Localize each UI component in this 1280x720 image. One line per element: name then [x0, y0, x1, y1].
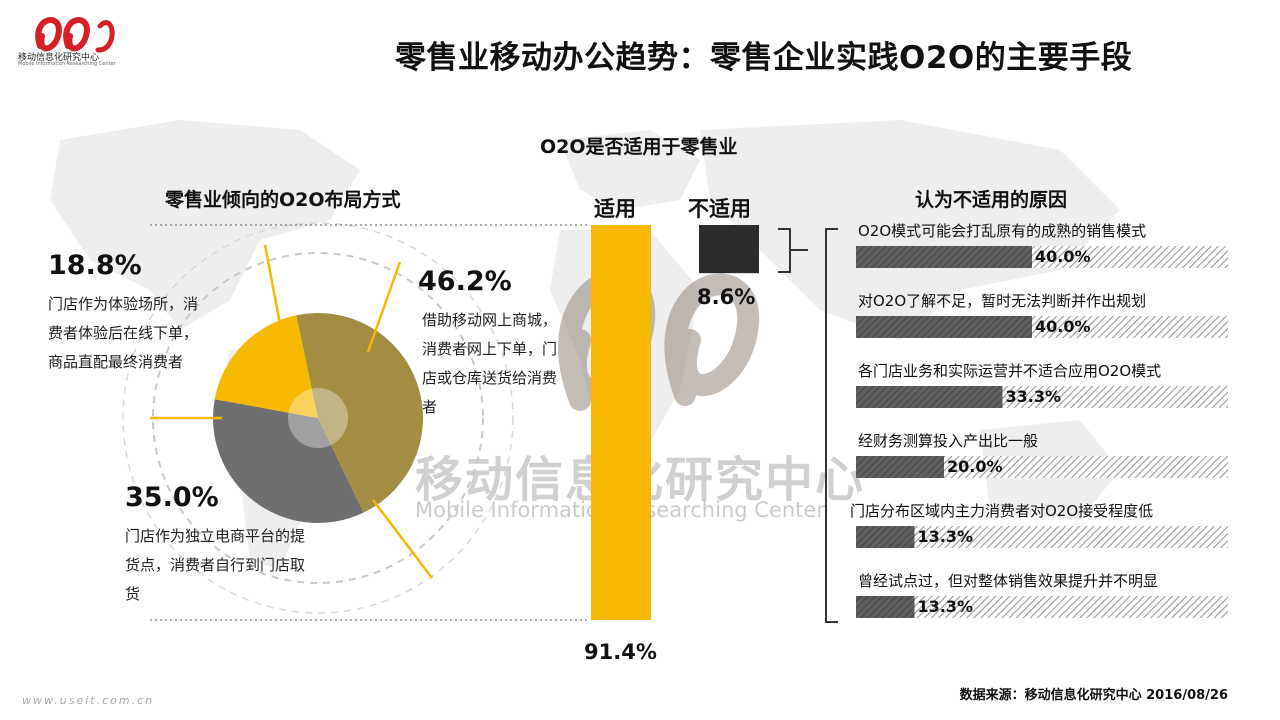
slice-desc-46: 借助移动网上商城，消费者网上下单，门店或仓库送货给消费者 [422, 311, 558, 416]
reason-value: 33.3% [1005, 387, 1062, 406]
bar-category-applicable: 适用 [594, 197, 636, 221]
reason-value: 40.0% [1035, 317, 1091, 336]
reason-label: 曾经试点过，但对整体销售效果提升并不明显 [858, 572, 1159, 590]
slice-desc-18: 门店作为体验场所，消费者体验后在线下单，商品直配最终消费者 [48, 295, 199, 371]
data-source: 数据来源：移动信息化研究中心 2016/08/26 [959, 688, 1228, 703]
slice-label-46: 46.2% [418, 266, 512, 297]
reason-label: 经财务测算投入产出比一般 [858, 432, 1039, 450]
slice-label-35: 35.0% [125, 482, 219, 513]
reason-label: 门店分布区域内主力消费者对O2O接受程度低 [850, 502, 1154, 520]
watermark-subtext: Mobile Information Researching Center [415, 498, 825, 522]
bar-chart-title: O2O是否适用于零售业 [540, 136, 738, 158]
slice-label-18: 18.8% [48, 250, 142, 281]
logo-subtext: Mobile Information Researching Center [18, 61, 116, 67]
reason-label: O2O模式可能会打乱原有的成熟的销售模式 [858, 222, 1147, 240]
logo-text: 移动信息化研究中心 [18, 53, 100, 63]
reason-value: 40.0% [1035, 247, 1091, 266]
reason-label: 各门店业务和实际运营并不适合应用O2O模式 [858, 362, 1162, 380]
bar-category-not-applicable: 不适用 [688, 197, 751, 221]
bar-value-applicable: 91.4% [584, 640, 657, 664]
reason-value: 13.3% [917, 597, 974, 616]
reasons-chart-title: 认为不适用的原因 [915, 189, 1068, 211]
logo-icon [35, 17, 115, 53]
slice-desc-35: 门店作为独立电商平台的提货点，消费者自行到门店取货 [125, 527, 306, 603]
footer-url: www.useit.com.cn [22, 694, 155, 707]
reason-label: 对O2O了解不足，暂时无法判断并作出规划 [858, 292, 1147, 310]
bar-value-not-applicable: 8.6% [697, 285, 756, 309]
reason-value: 20.0% [947, 457, 1003, 476]
page-title: 零售业移动办公趋势：零售企业实践O2O的主要手段 [395, 40, 1133, 76]
donut-chart-title: 零售业倾向的O2O布局方式 [165, 189, 401, 211]
reason-value: 13.3% [917, 527, 974, 546]
